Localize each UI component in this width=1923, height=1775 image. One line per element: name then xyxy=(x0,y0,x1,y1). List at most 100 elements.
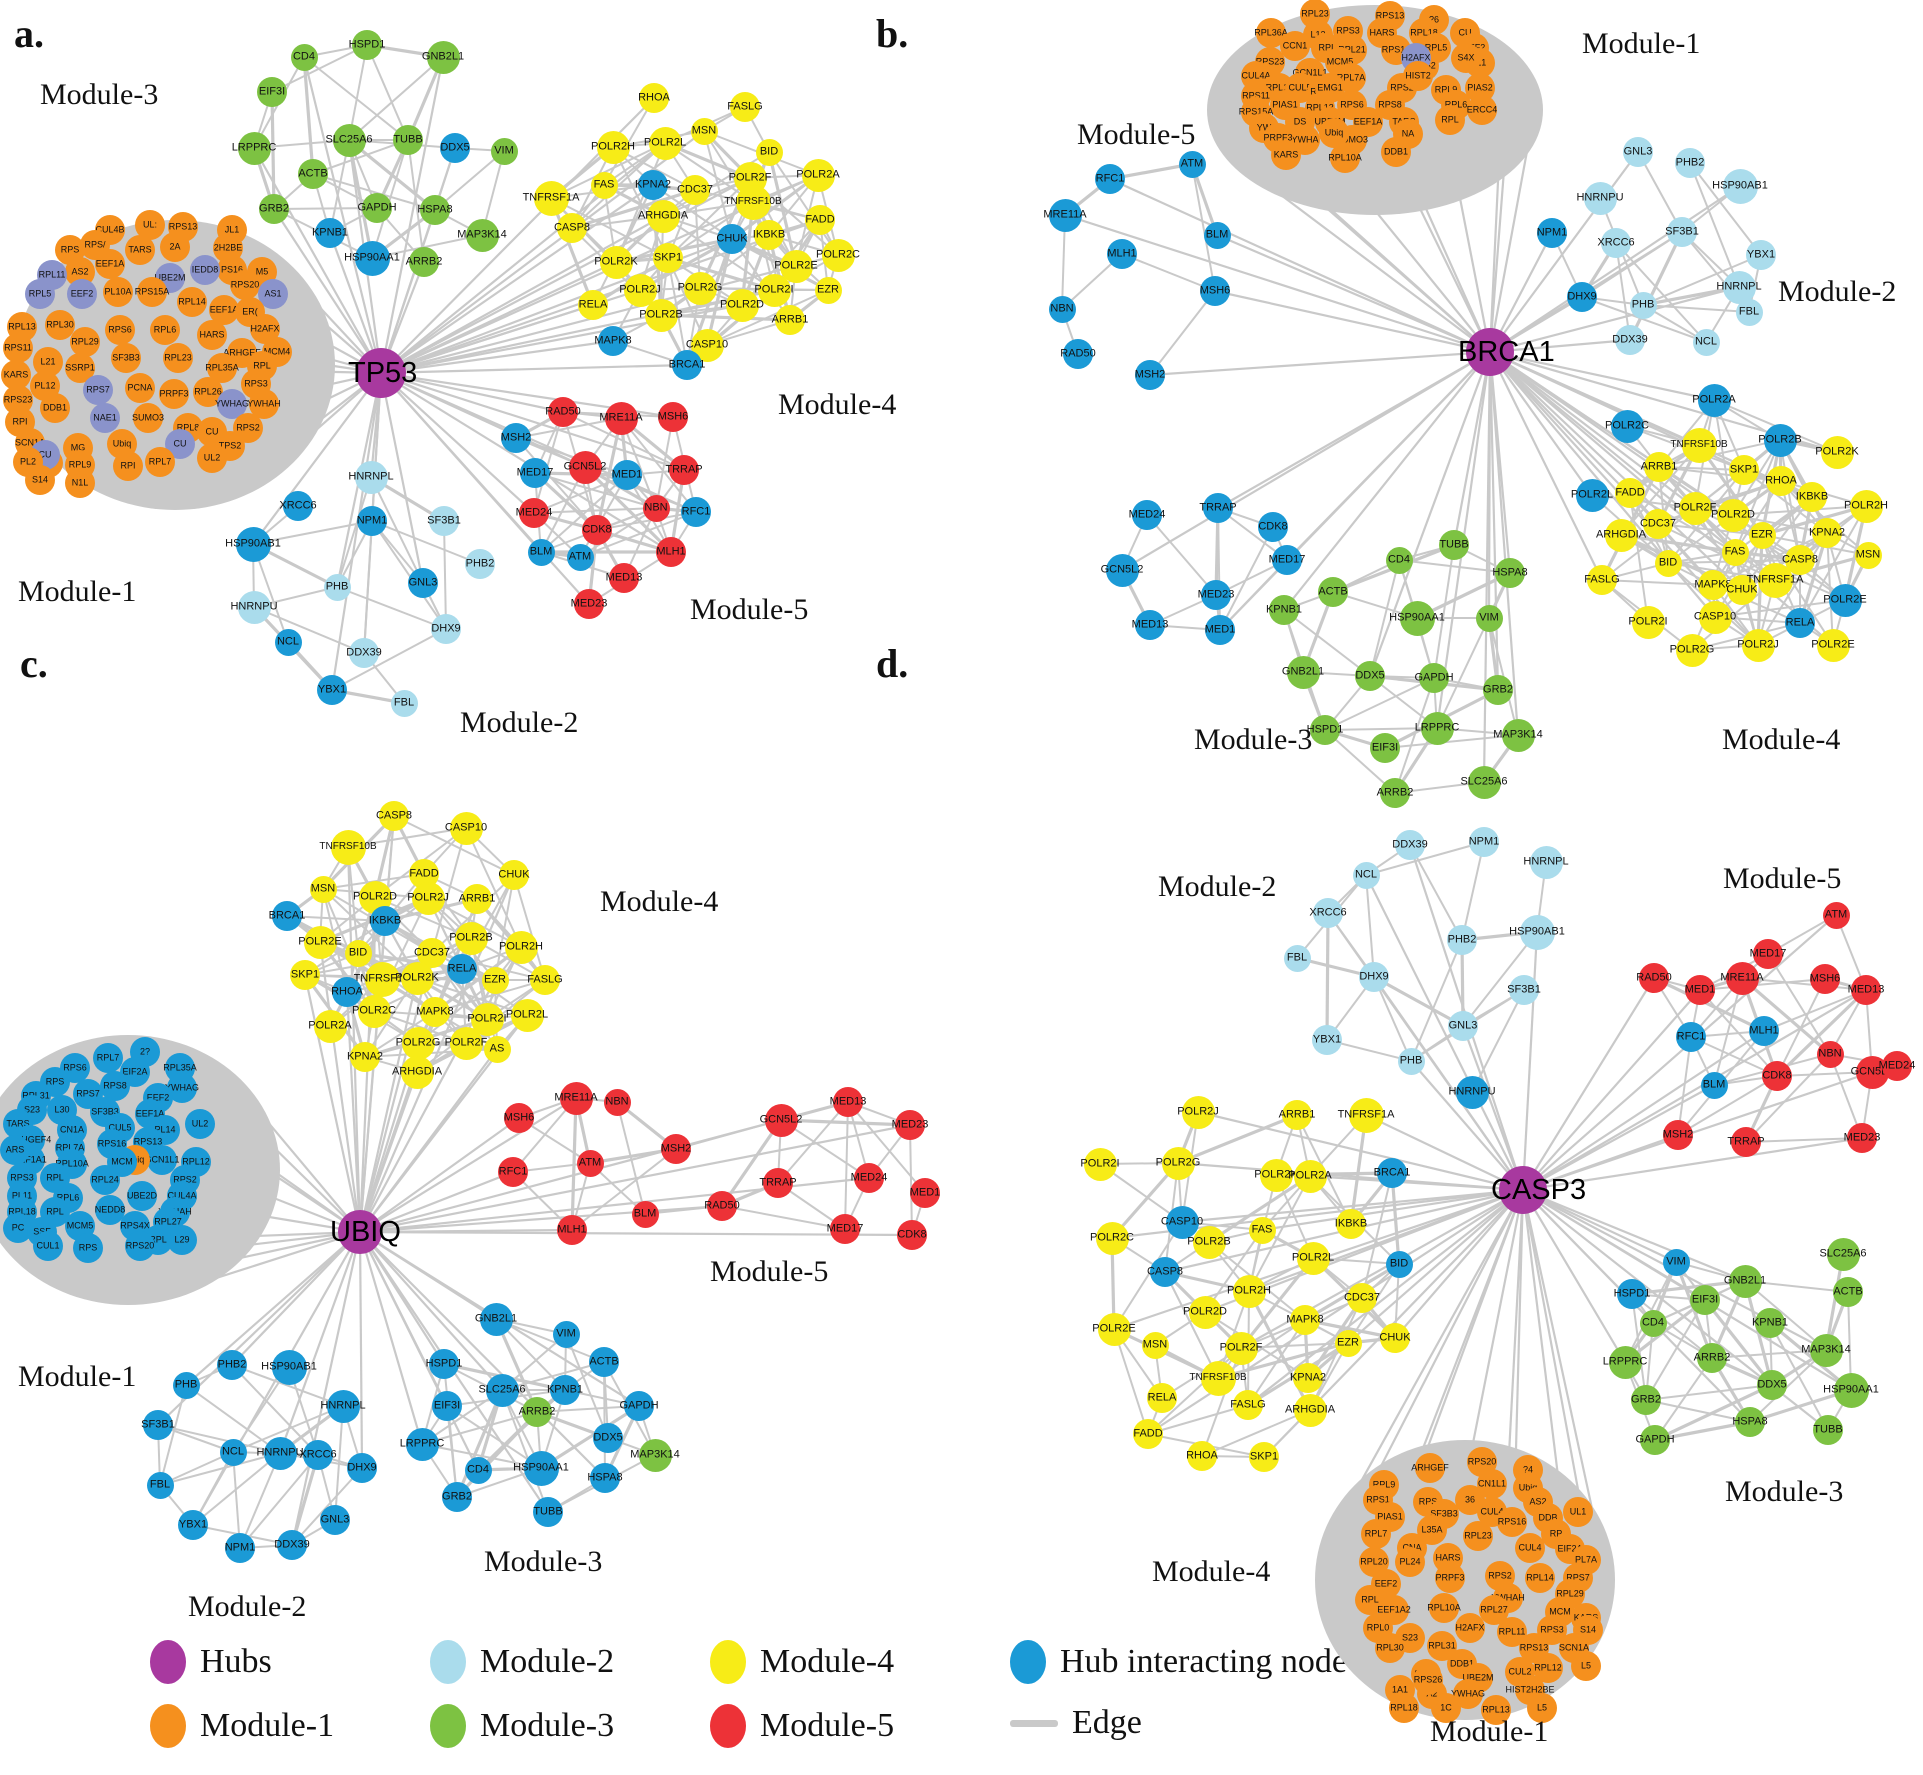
network-node[interactable]: MSH6 xyxy=(1200,276,1230,306)
network-node[interactable]: CUL1 xyxy=(33,1231,63,1261)
network-node[interactable]: TUBB xyxy=(533,1497,563,1527)
network-node[interactable]: 2A xyxy=(160,232,190,262)
network-node[interactable]: VIM xyxy=(1475,604,1503,632)
network-node[interactable]: SKP1 xyxy=(1249,1442,1279,1472)
network-node[interactable]: BLM xyxy=(1700,1071,1728,1099)
network-node[interactable]: RPS6 xyxy=(105,315,135,345)
network-node[interactable]: GNB2L1 xyxy=(422,40,464,74)
network-node[interactable]: CASP8 xyxy=(1147,1257,1183,1287)
network-node[interactable]: DDX39 xyxy=(346,638,382,668)
network-node[interactable]: GRB2 xyxy=(442,1482,472,1512)
network-node[interactable]: N1L xyxy=(65,468,95,498)
network-node[interactable]: CUL4 xyxy=(1515,1533,1545,1563)
network-node[interactable]: MSN xyxy=(1854,541,1882,569)
network-node[interactable]: SF3B3 xyxy=(111,343,141,373)
network-node[interactable]: MSH2 xyxy=(501,423,531,453)
network-node[interactable]: NCL xyxy=(1692,328,1720,356)
network-node[interactable]: ARHGEF xyxy=(1411,1453,1449,1483)
network-node[interactable]: RPS16 xyxy=(1497,1507,1527,1537)
network-node[interactable]: RAD50 xyxy=(1060,339,1096,369)
network-node[interactable]: GCN5L2 xyxy=(564,450,606,484)
network-node[interactable]: FBL xyxy=(390,689,418,717)
network-node[interactable]: FASLG xyxy=(527,965,563,995)
network-node[interactable]: SLC25A6 xyxy=(325,123,373,157)
network-node[interactable]: DDX5 xyxy=(1355,661,1385,691)
network-node[interactable]: MAPK8 xyxy=(1694,570,1732,600)
network-node[interactable]: PHB xyxy=(1397,1047,1425,1075)
network-node[interactable]: TNFRSF1A xyxy=(523,180,579,216)
network-node[interactable]: CASP10 xyxy=(1161,1205,1203,1239)
network-node[interactable]: CASP10 xyxy=(1694,600,1736,634)
network-node[interactable]: S4X xyxy=(1451,43,1481,73)
network-node[interactable]: MED17 xyxy=(827,1214,863,1244)
network-node[interactable]: EZR xyxy=(481,966,509,994)
network-node[interactable]: RPL7 xyxy=(93,1043,123,1073)
network-node[interactable]: YBX1 xyxy=(178,1510,208,1540)
network-node[interactable]: VIM xyxy=(552,1320,580,1348)
network-node[interactable]: HSPD1 xyxy=(349,30,385,60)
network-node[interactable]: POLR2I xyxy=(1080,1147,1120,1181)
network-node[interactable]: YBX1 xyxy=(1746,240,1776,270)
network-node[interactable]: MED23 xyxy=(892,1110,928,1140)
network-node[interactable]: GRB2 xyxy=(1483,675,1513,705)
network-node[interactable]: VIM xyxy=(1662,1248,1690,1276)
network-node[interactable]: RPL6 xyxy=(150,315,180,345)
network-node[interactable]: HSP90AA1 xyxy=(1389,600,1445,636)
network-node[interactable]: NPM1 xyxy=(1537,218,1567,248)
network-node[interactable]: MED23 xyxy=(571,589,607,619)
network-node[interactable]: RPL10A xyxy=(1328,143,1362,173)
network-node[interactable]: CDK8 xyxy=(1762,1061,1792,1091)
network-node[interactable]: KPNB1 xyxy=(312,218,348,248)
network-node[interactable]: GAPDH xyxy=(357,193,397,223)
network-node[interactable]: POLR2L xyxy=(644,126,686,160)
network-node[interactable]: SF3B1 xyxy=(427,506,461,536)
network-node[interactable]: RHOA xyxy=(331,977,363,1007)
network-node[interactable]: MAP3K14 xyxy=(630,1438,680,1472)
network-node[interactable]: CD4 xyxy=(1639,1309,1667,1337)
network-node[interactable]: GAPDH xyxy=(1635,1425,1675,1455)
network-node[interactable]: RELA xyxy=(1147,1383,1177,1413)
network-node[interactable]: RAD50 xyxy=(704,1191,740,1221)
network-node[interactable]: POLR2A xyxy=(1288,1159,1332,1193)
network-node[interactable]: RHOA xyxy=(638,83,670,113)
network-node[interactable]: PHB2 xyxy=(1447,925,1477,955)
network-node[interactable]: POLR2F xyxy=(1220,1331,1262,1365)
network-node[interactable]: MED13 xyxy=(1132,610,1168,640)
network-node[interactable]: RPS11 xyxy=(3,333,33,363)
network-node[interactable]: L5 xyxy=(1571,1651,1601,1681)
network-node[interactable]: MLH1 xyxy=(1107,239,1137,269)
network-node[interactable]: PHB xyxy=(323,573,351,601)
network-node[interactable]: MSN xyxy=(690,117,718,145)
network-node[interactable]: MSH2 xyxy=(1135,360,1165,390)
network-node[interactable]: EIF3I xyxy=(1690,1285,1720,1315)
network-node[interactable]: IEDD8 xyxy=(190,255,220,285)
network-node[interactable]: BID xyxy=(1654,549,1682,577)
network-node[interactable]: TNFRSF10B xyxy=(1670,427,1728,463)
network-node[interactable]: HSPA8 xyxy=(587,1463,623,1493)
network-node[interactable]: POLR2J xyxy=(407,881,449,915)
network-node[interactable]: CHUK xyxy=(1379,1323,1411,1353)
network-node[interactable]: PCNA xyxy=(125,373,155,403)
network-node[interactable]: GRB2 xyxy=(1631,1385,1661,1415)
network-node[interactable]: KPNB1 xyxy=(1752,1308,1788,1338)
network-node[interactable]: GNL3 xyxy=(1623,137,1653,167)
network-node[interactable]: SKP1 xyxy=(653,243,683,273)
network-node[interactable]: CASP8 xyxy=(554,213,590,243)
network-node[interactable]: CD4 xyxy=(1385,546,1413,574)
network-node[interactable]: GNL3 xyxy=(408,568,438,598)
network-node[interactable]: FASLG xyxy=(1230,1390,1266,1420)
network-node[interactable]: POLR2D xyxy=(1183,1295,1227,1329)
network-node[interactable]: POLR2H xyxy=(591,130,635,164)
network-node[interactable]: HSP90AB1 xyxy=(225,526,281,562)
network-node[interactable]: CD4 xyxy=(290,43,318,71)
network-node[interactable]: FBL xyxy=(146,1471,174,1499)
network-node[interactable]: DDB1 xyxy=(40,393,70,423)
network-node[interactable]: SLC25A6 xyxy=(1460,765,1508,799)
network-node[interactable]: BLM xyxy=(527,538,555,566)
network-node[interactable]: RPL23 xyxy=(163,343,193,373)
network-node[interactable]: RAD50 xyxy=(545,397,581,427)
network-node[interactable]: ARRB2 xyxy=(406,247,442,277)
network-node[interactable]: XRCC6 xyxy=(1309,898,1347,928)
network-node[interactable]: HSPA8 xyxy=(417,195,453,225)
network-node[interactable]: POLR2J xyxy=(1737,628,1779,662)
